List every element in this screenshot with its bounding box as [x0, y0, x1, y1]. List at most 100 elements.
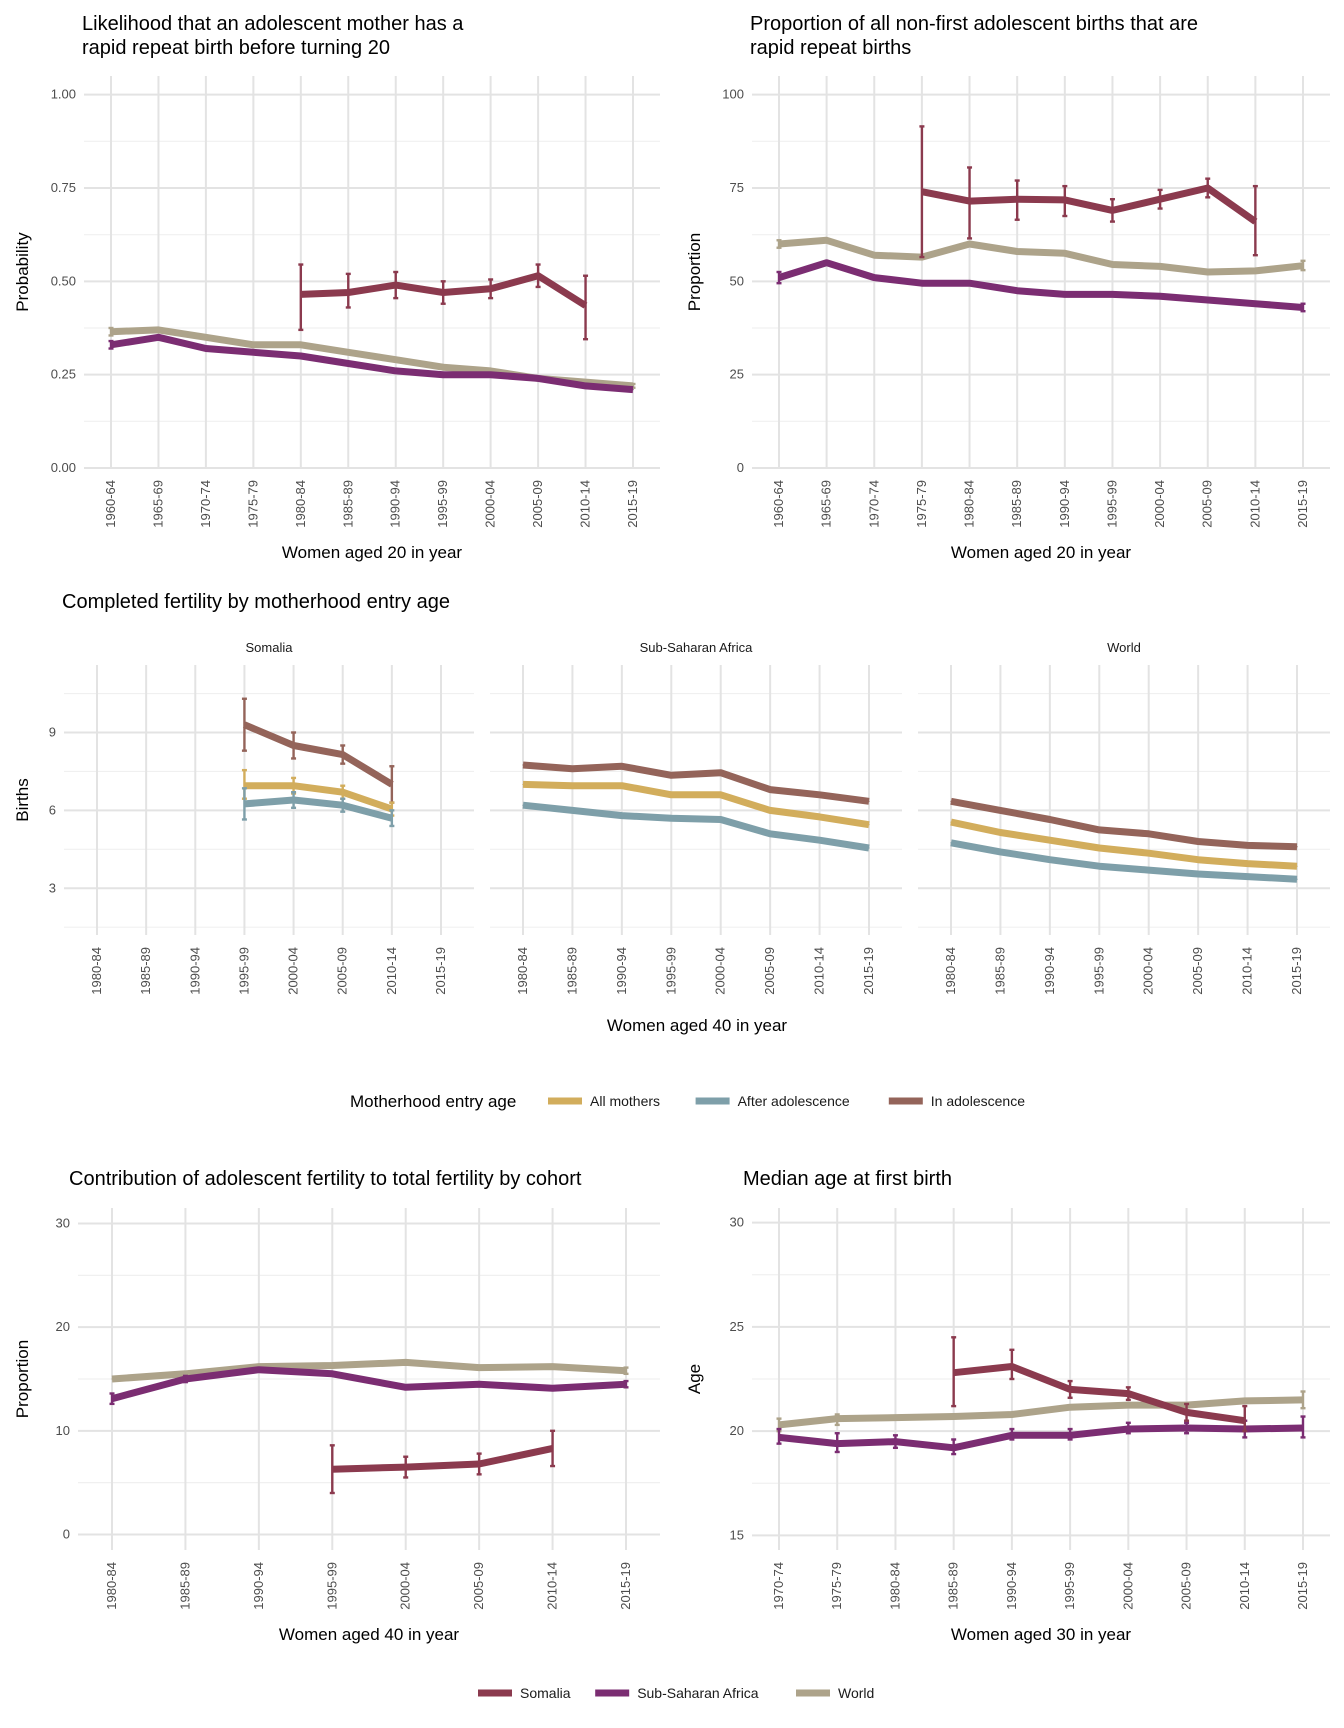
x-tick-label: 1990-94 [187, 947, 202, 995]
y-tick-label: 0.50 [51, 273, 76, 288]
data-point [571, 785, 574, 787]
data-point [625, 1383, 627, 1385]
data-point [868, 824, 870, 826]
series-in-adolescence [522, 761, 870, 805]
data-point [1159, 265, 1161, 267]
data-point [395, 284, 397, 286]
data-point [1296, 846, 1298, 848]
series-all-mothers [522, 780, 870, 829]
series-line [111, 1358, 627, 1383]
data-point [1207, 299, 1209, 301]
data-point [300, 293, 302, 295]
data-point [300, 355, 302, 357]
x-tick-label: 1990-94 [1004, 1562, 1019, 1610]
data-point [1197, 840, 1199, 843]
series-somalia [951, 1336, 1248, 1433]
panel-rapid-repeat-likelihood: Likelihood that an adolescent mother has… [13, 13, 660, 562]
facet-strip-label: World [1107, 640, 1141, 655]
y-tick-label: 10 [56, 1423, 70, 1438]
data-point [1127, 1392, 1129, 1395]
data-point [442, 366, 444, 368]
data-point [769, 789, 771, 791]
data-point [1244, 1400, 1246, 1402]
data-point [1302, 306, 1304, 309]
data-point [1049, 859, 1051, 861]
data-point [778, 1436, 780, 1438]
data-point [778, 243, 780, 245]
data-point [1197, 859, 1199, 861]
panel-title: Contribution of adolescent fertility to … [69, 1168, 582, 1190]
x-tick-label: 2010-14 [812, 947, 827, 995]
legend-label: In adolescence [931, 1093, 1025, 1109]
facet-somalia: Somalia 3 6 9 1980-84 1985-89 1990-94 1995-99 20… [13, 640, 474, 995]
y-tick-label: 6 [49, 802, 56, 817]
data-point [950, 800, 952, 802]
legend-item-in-adolescence: In adolescence [888, 1093, 1025, 1109]
series-after-adolescence [241, 787, 395, 828]
series-sub-saharan-africa [108, 333, 634, 394]
data-point [252, 344, 254, 346]
data-point [331, 1468, 333, 1470]
data-point [395, 370, 397, 372]
data-point [243, 724, 246, 726]
y-tick-label: 3 [49, 880, 56, 895]
legend-item-all-mothers: All mothers [548, 1093, 660, 1109]
x-tick-label: 2010-14 [1247, 480, 1262, 528]
data-point [243, 785, 246, 787]
y-tick-label: 15 [730, 1527, 744, 1542]
x-tick-label: 1995-99 [324, 1562, 339, 1610]
x-tick-label: 2010-14 [1237, 1562, 1252, 1610]
panel-adolescent-contribution: Contribution of adolescent fertility to … [13, 1168, 660, 1644]
data-point [292, 744, 295, 747]
series-line [950, 839, 1298, 883]
x-tick-label: 2000-04 [1120, 1562, 1135, 1610]
legend-label: Sub-Saharan Africa [637, 1685, 759, 1701]
data-point [1064, 252, 1066, 254]
chart-median-age-first-birth: 15 20 25 30 1970-74 1975-79 1980-84 1985-89 1990… [685, 1208, 1330, 1644]
data-point [1197, 873, 1199, 875]
data-point [584, 385, 587, 387]
data-point [950, 842, 952, 844]
data-point [110, 344, 112, 346]
x-tick-label: 1990-94 [388, 480, 403, 528]
x-tick-label: 1990-94 [1042, 947, 1057, 995]
y-tick-label: 0.75 [51, 180, 76, 195]
x-tick-label: 1995-99 [1062, 1562, 1077, 1610]
data-point [1246, 875, 1249, 878]
data-point [1098, 829, 1100, 831]
data-point [205, 336, 207, 338]
x-tick-label: 2015-19 [1289, 947, 1304, 995]
data-point [1254, 303, 1256, 305]
gridlines [490, 665, 902, 935]
data-point [1064, 293, 1066, 295]
data-point [391, 783, 393, 786]
x-tick-label: 1985-89 [564, 947, 579, 995]
y-axis-label: Proportion [685, 233, 704, 311]
x-tick-label: 1980-84 [962, 480, 977, 528]
series-line [921, 184, 1258, 225]
data-point [1148, 852, 1150, 854]
data-point [621, 765, 623, 767]
legend-countries: Somalia Sub-Saharan Africa World [478, 1685, 874, 1701]
data-point [778, 1424, 780, 1426]
gridlines [752, 1208, 1330, 1550]
data-point [1159, 198, 1161, 200]
series-in-adolescence [950, 797, 1298, 851]
y-tick-label: 75 [730, 180, 744, 195]
series-all-mothers [241, 768, 395, 817]
data-point [342, 753, 344, 756]
data-point [1302, 265, 1304, 267]
x-tick-label: 1985-89 [177, 1562, 192, 1610]
data-point [868, 800, 870, 802]
data-point [490, 288, 492, 290]
data-point [921, 282, 923, 284]
x-tick-label: 1995-99 [236, 947, 251, 995]
data-point [769, 809, 771, 811]
x-tick-label: 1970-74 [866, 480, 881, 528]
series-world [111, 1358, 629, 1383]
data-point [157, 336, 160, 338]
data-point [1302, 1399, 1304, 1401]
series-line [522, 801, 870, 852]
x-tick-label: 1985-89 [138, 947, 153, 995]
